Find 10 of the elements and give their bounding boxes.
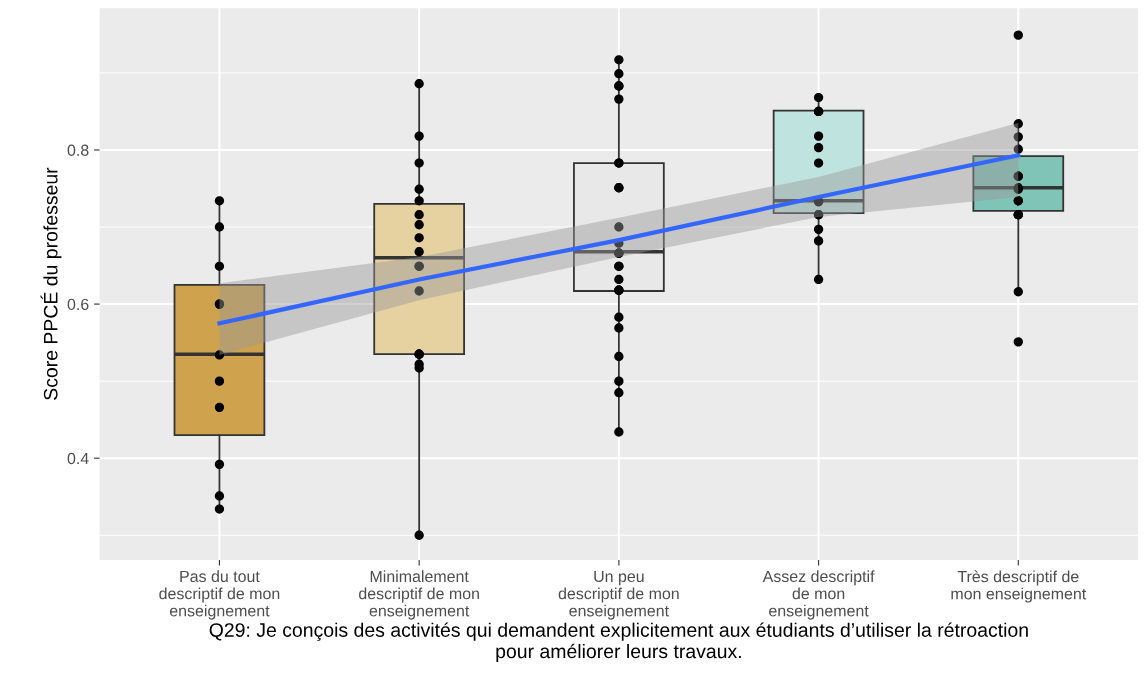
y-tick-label: 0.4 xyxy=(67,452,89,465)
y-tick-label: 0.6 xyxy=(67,298,89,311)
y-axis-title: Score PPCÉ du professeur xyxy=(40,167,62,400)
x-axis-title: Q29: Je conçois des activités qui demandent explicitement aux étudiants d’utiliser la rétroaction pour améliorer leurs travaux. xyxy=(209,622,1028,663)
x-tick-label: Très descriptif de mon enseignement xyxy=(951,570,1087,603)
y-tick-label: 0.8 xyxy=(67,144,89,156)
x-tick-label: Pas du tout descriptif de mon enseignement xyxy=(159,570,280,620)
x-tick-label: Un peu descriptif de mon enseignement xyxy=(558,570,679,620)
x-tick-label: Minimalement descriptif de mon enseignement xyxy=(359,570,479,620)
x-tick-label: Assez descriptif de mon enseignement xyxy=(762,570,875,620)
